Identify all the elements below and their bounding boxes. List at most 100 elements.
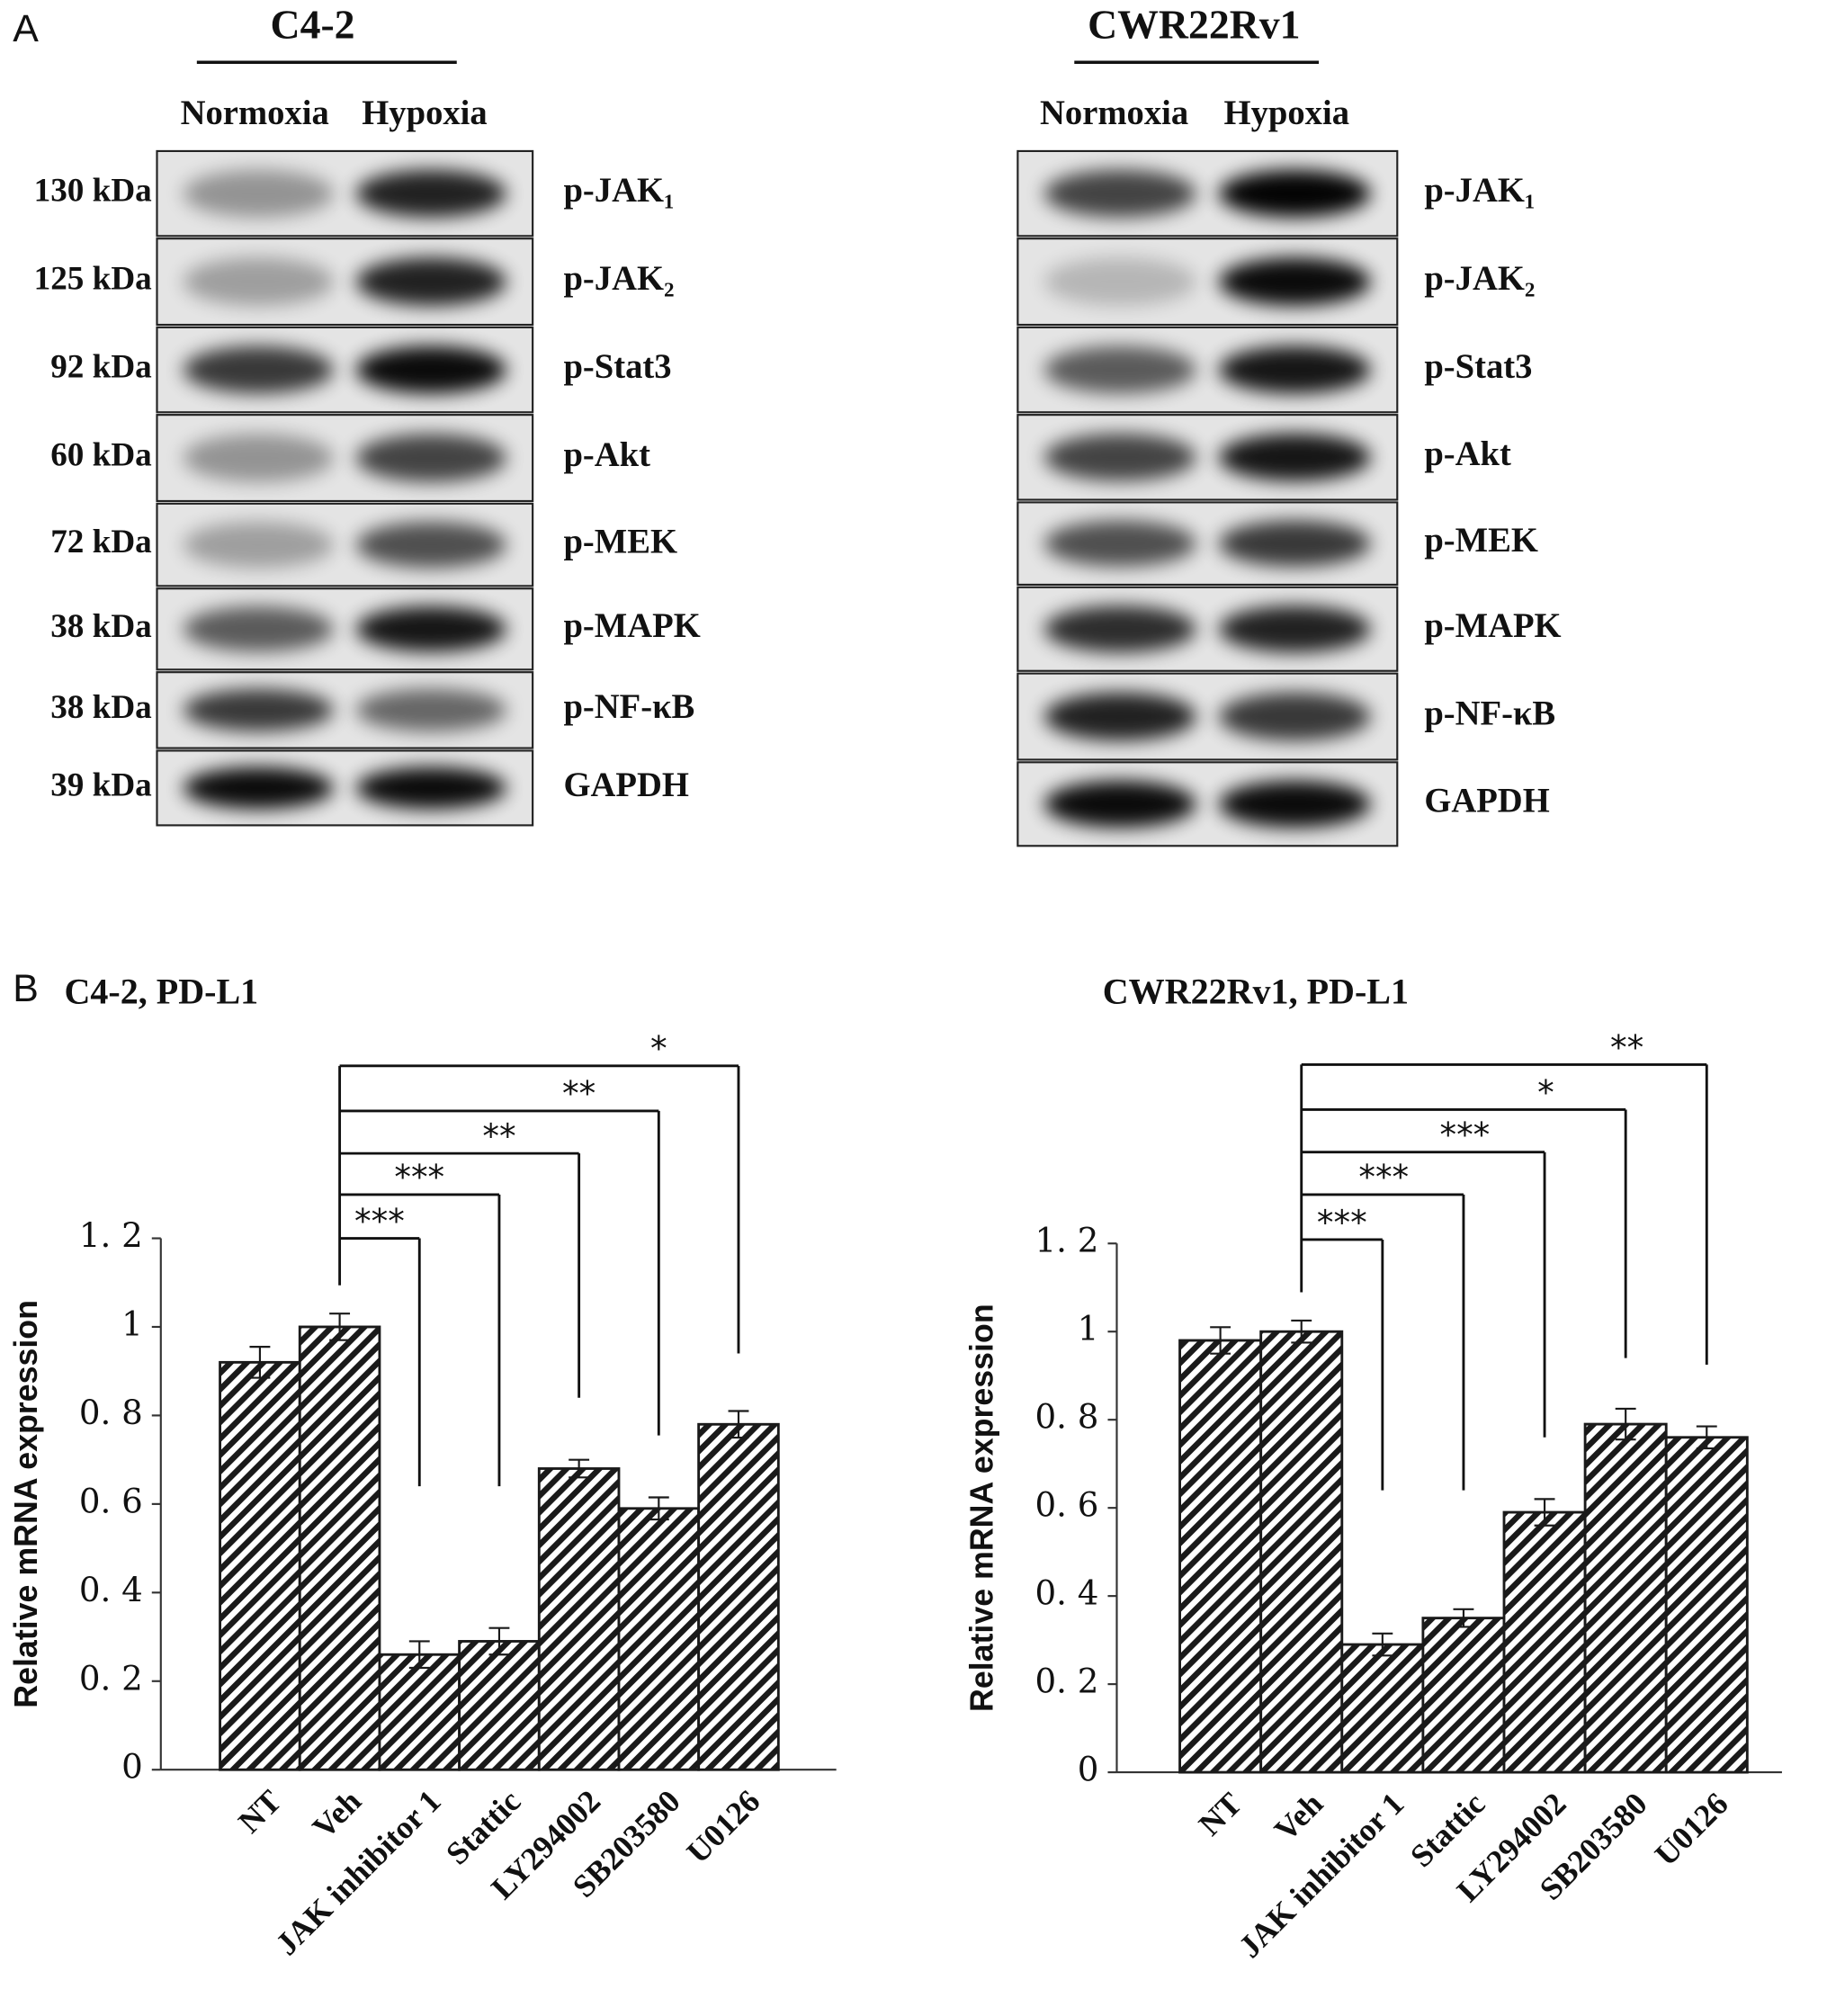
blot-band [183, 434, 334, 482]
blot-band [1218, 520, 1371, 567]
protein-label: p-NF-κB [1424, 694, 1555, 732]
lane-label: Hypoxia [1224, 94, 1349, 132]
x-tick-label: Veh [1267, 1786, 1330, 1849]
significance-label: ** [1610, 1027, 1643, 1067]
protein-label: p-MEK [1424, 522, 1538, 560]
significance-label: *** [1358, 1157, 1409, 1196]
bar [458, 1640, 541, 1771]
blot-band [183, 688, 334, 732]
significance-label: *** [394, 1157, 444, 1196]
y-tick-label: 0. 6 [1035, 1485, 1099, 1525]
bar [378, 1653, 461, 1771]
blot-band [1218, 433, 1371, 481]
bar [537, 1467, 621, 1771]
x-tick-label: U0126 [1648, 1786, 1735, 1873]
y-tick-label: 0. 2 [79, 1658, 143, 1698]
blot-band [355, 521, 506, 569]
blot-band [1043, 780, 1196, 828]
protein-label: p-MEK [563, 523, 677, 560]
molecular-weight: 60 kDa [50, 437, 152, 474]
y-tick-label: 1 [1078, 1309, 1099, 1348]
bar [1502, 1510, 1587, 1774]
panel-label: A [13, 7, 39, 50]
blot-band [355, 434, 506, 482]
blot-band [355, 169, 506, 218]
blot-band [183, 521, 334, 569]
protein-label: GAPDH [563, 766, 688, 804]
molecular-weight: 130 kDa [34, 173, 153, 210]
bar [298, 1325, 381, 1771]
molecular-weight: 39 kDa [50, 766, 152, 803]
protein-label: p-Stat3 [563, 348, 671, 386]
significance-label: *** [354, 1201, 405, 1241]
blot-band [1043, 520, 1196, 567]
blot-band [1043, 692, 1196, 741]
y-tick-label: 0. 8 [1035, 1397, 1099, 1437]
blot-band [1218, 169, 1371, 218]
blot-band [1043, 169, 1196, 218]
y-tick-label: 0. 6 [79, 1481, 143, 1520]
y-axis-label: Relative mRNA expression [964, 1304, 1000, 1712]
y-axis-label: Relative mRNA expression [8, 1300, 44, 1708]
molecular-weight: 38 kDa [50, 608, 152, 645]
blot-title: C4-2 [271, 2, 355, 48]
blot-band [1218, 257, 1371, 306]
blot-band [183, 345, 334, 394]
bar [617, 1507, 701, 1771]
protein-label: p-JAK₁ [1424, 172, 1535, 210]
x-tick-label: NT [1192, 1786, 1249, 1843]
bar [1259, 1330, 1344, 1774]
x-tick-label: Veh [306, 1783, 369, 1846]
molecular-weight: 38 kDa [50, 689, 152, 726]
y-tick-label: 0. 4 [79, 1570, 143, 1609]
y-tick-label: 0 [121, 1747, 143, 1787]
x-tick-label: NT [231, 1783, 289, 1841]
y-tick-label: 1. 2 [1035, 1221, 1099, 1260]
protein-label: p-NF-κB [563, 688, 694, 726]
blot-band [1043, 345, 1196, 394]
blot-band [1218, 345, 1371, 394]
blot-band [1218, 692, 1371, 741]
lane-label: Normoxia [181, 94, 329, 132]
lane-label: Normoxia [1040, 94, 1188, 132]
blot-band [1043, 605, 1196, 653]
chart-title: CWR22Rv1, PD-L1 [1103, 971, 1409, 1011]
y-tick-label: 1. 2 [79, 1215, 143, 1255]
blot-band [355, 688, 506, 732]
bar [1340, 1643, 1425, 1774]
blot-band [183, 169, 334, 218]
significance-label: *** [1439, 1115, 1490, 1154]
blot-band [183, 257, 334, 306]
bar [1583, 1422, 1668, 1774]
blot-band [355, 606, 506, 652]
protein-label: GAPDH [1424, 783, 1549, 820]
y-tick-label: 0. 8 [79, 1393, 143, 1432]
blot-band [1218, 605, 1371, 653]
protein-label: p-MAPK [1424, 607, 1561, 645]
molecular-weight: 92 kDa [50, 349, 152, 386]
significance-label: * [1537, 1072, 1554, 1112]
blot-band [183, 766, 334, 810]
blot-title: CWR22Rv1 [1088, 2, 1300, 48]
panel-label: B [13, 967, 39, 1010]
blot-band [355, 257, 506, 306]
protein-label: p-Akt [1424, 435, 1511, 473]
bar [697, 1422, 780, 1771]
significance-label: * [650, 1028, 667, 1068]
y-tick-label: 1 [121, 1304, 143, 1343]
significance-label: *** [1317, 1202, 1367, 1241]
bar [1664, 1436, 1749, 1774]
molecular-weight: 125 kDa [34, 261, 153, 298]
blot-band [1043, 433, 1196, 481]
blot-band [355, 766, 506, 810]
y-tick-label: 0. 2 [1035, 1662, 1099, 1701]
protein-label: p-JAK₁ [563, 172, 674, 210]
blot-band [355, 345, 506, 394]
protein-label: p-JAK₂ [1424, 260, 1535, 298]
bar [219, 1360, 301, 1771]
x-tick-label: U0126 [679, 1783, 766, 1870]
molecular-weight: 72 kDa [50, 524, 152, 560]
bar [1178, 1339, 1263, 1774]
